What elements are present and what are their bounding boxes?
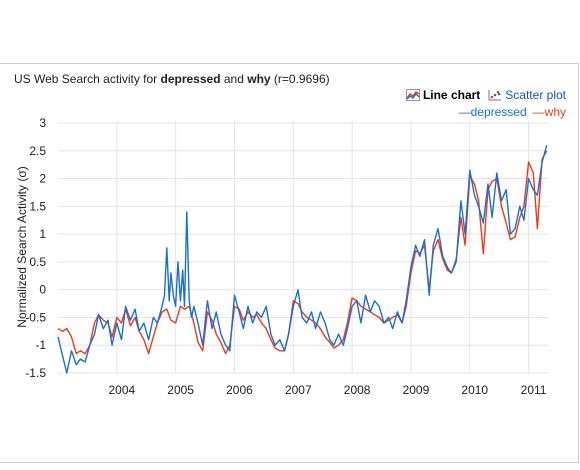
x-tick-label: 2008: [344, 383, 371, 397]
title-term-depressed: depressed: [160, 72, 221, 86]
scatter-plot-toggle[interactable]: Scatter plot: [488, 88, 566, 102]
y-tick-label: 1.5: [29, 199, 46, 213]
y-tick-label: 3: [39, 116, 46, 130]
title-middle: and: [220, 72, 248, 86]
title-prefix: US Web Search activity for: [14, 72, 161, 86]
title-suffix: (r=0.9696): [270, 72, 330, 86]
y-tick-label: 2: [39, 172, 46, 186]
x-tick-label: 2010: [461, 383, 488, 397]
y-tick-label: 1: [39, 227, 46, 241]
scatter-plot-label: Scatter plot: [505, 88, 566, 102]
chart-type-toggles: Line chart Scatter plot: [405, 88, 566, 102]
y-tick-label: 0: [39, 283, 46, 297]
legend-depressed[interactable]: —depressed: [458, 105, 527, 119]
x-tick-label: 2007: [285, 383, 312, 397]
line-chart-icon: [405, 89, 420, 101]
y-tick-label: 0.5: [29, 255, 46, 269]
y-tick-label: 2.5: [29, 144, 46, 158]
series-line-depressed: [57, 145, 548, 374]
scatter-plot-icon: [488, 90, 502, 101]
x-tick-label: 2005: [167, 383, 194, 397]
y-tick-label: -0.5: [25, 310, 46, 324]
legend-why[interactable]: —why: [532, 105, 566, 119]
line-chart-toggle[interactable]: Line chart: [405, 88, 481, 102]
x-tick-label: 2011: [521, 383, 547, 397]
legend: —depressed —why: [459, 105, 566, 119]
x-tick-label: 2006: [226, 383, 253, 397]
x-tick-label: 2004: [108, 383, 135, 397]
title-term-why: why: [247, 72, 271, 86]
series-line-why: [57, 150, 548, 355]
line-chart-label: Line chart: [422, 88, 481, 102]
y-tick-label: -1: [35, 338, 46, 352]
x-tick-label: 2009: [403, 383, 430, 397]
y-tick-label: -1.5: [25, 366, 46, 380]
chart-title: US Web Search activity for depressed and…: [14, 72, 330, 86]
chart-panel: [0, 63, 579, 463]
